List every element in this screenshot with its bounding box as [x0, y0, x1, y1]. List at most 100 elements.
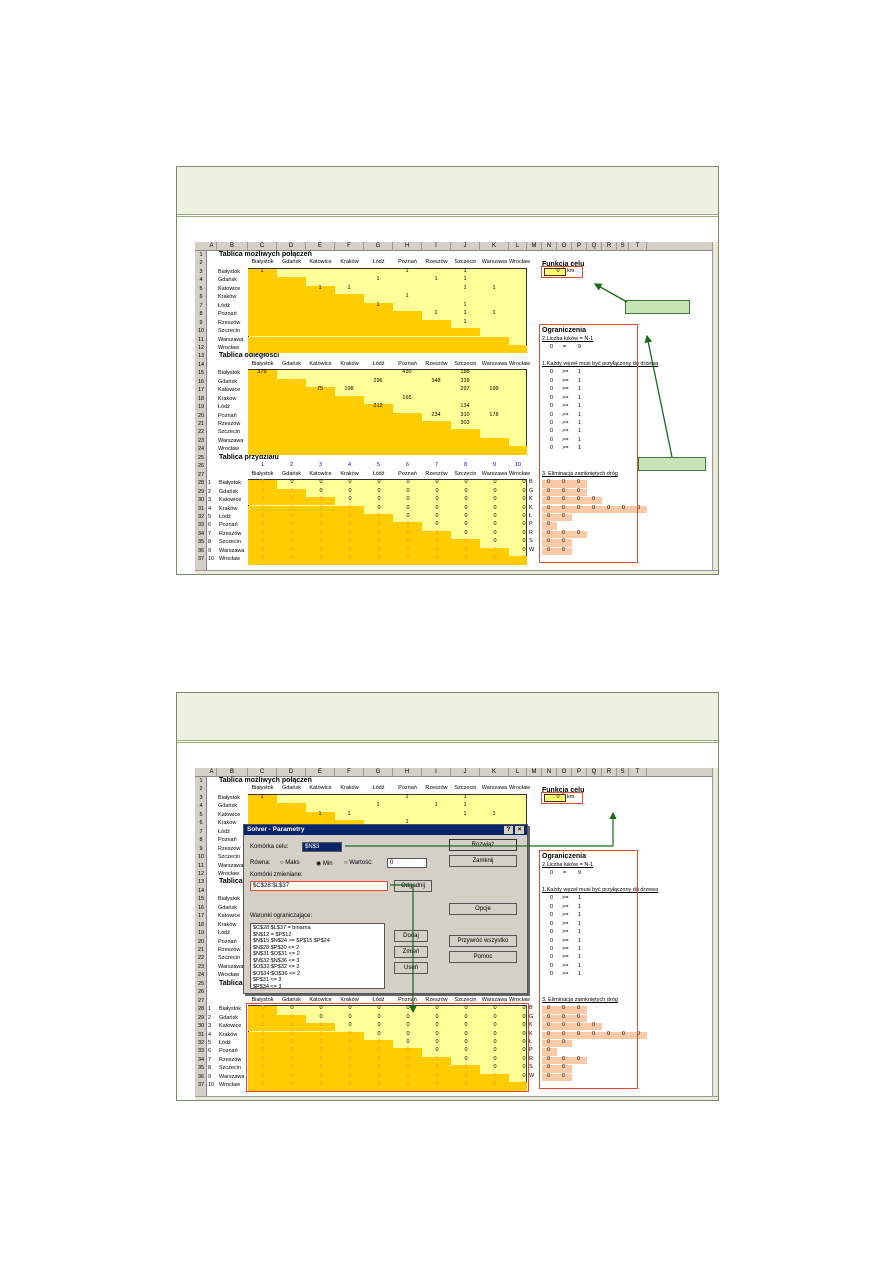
assignment-value[interactable]: 0: [290, 504, 294, 511]
column-letter[interactable]: F: [335, 242, 364, 251]
assignment-value[interactable]: 0: [522, 504, 526, 511]
row-number[interactable]: 20: [197, 938, 205, 945]
column-letter[interactable]: E: [306, 242, 335, 251]
assignment-value[interactable]: 0: [464, 504, 468, 511]
assignment-value[interactable]: 0: [464, 1022, 468, 1029]
assignment-value[interactable]: 0: [319, 555, 323, 562]
assignment-value[interactable]: 0: [522, 1005, 526, 1012]
change-button[interactable]: Zmień: [394, 946, 428, 958]
row-number[interactable]: 2: [199, 260, 203, 267]
column-letter[interactable]: P: [572, 242, 587, 251]
assignment-value[interactable]: 0: [261, 1081, 265, 1088]
assignment-value[interactable]: 0: [522, 487, 526, 494]
constraint-item[interactable]: $O$34:$O$36 <= 2: [253, 970, 301, 977]
assignment-value[interactable]: 0: [348, 512, 352, 519]
assignment-value[interactable]: 0: [377, 1005, 381, 1012]
assignment-value[interactable]: 0: [319, 1047, 323, 1054]
dialog-title[interactable]: Solver - Parametry? ×: [244, 825, 527, 835]
row-number[interactable]: 36: [197, 1073, 205, 1080]
assignment-value[interactable]: 0: [493, 546, 497, 553]
changing-cells-input[interactable]: $C$28:$L$37: [250, 881, 388, 891]
assignment-value[interactable]: 0: [261, 538, 265, 545]
column-letter[interactable]: L: [509, 242, 527, 251]
assignment-value[interactable]: 0: [319, 1072, 323, 1079]
assignment-value[interactable]: 0: [319, 512, 323, 519]
assignment-value[interactable]: 0: [522, 512, 526, 519]
assignment-value[interactable]: 0: [348, 1030, 352, 1037]
column-letter[interactable]: M: [527, 768, 542, 777]
assignment-value[interactable]: 0: [261, 1064, 265, 1071]
assignment-value[interactable]: 0: [464, 529, 468, 536]
column-letter[interactable]: P: [572, 768, 587, 777]
assignment-value[interactable]: 0: [522, 1055, 526, 1062]
assignment-value[interactable]: 0: [464, 521, 468, 528]
row-number[interactable]: 7: [199, 828, 203, 835]
constraint-item[interactable]: $N$28:$P$30 <= 2: [253, 944, 300, 951]
assignment-value[interactable]: 0: [522, 496, 526, 503]
column-letter[interactable]: D: [277, 242, 306, 251]
row-number[interactable]: 9: [199, 845, 203, 852]
assignment-value[interactable]: 0: [464, 546, 468, 553]
column-letter[interactable]: K: [480, 768, 509, 777]
assignment-value[interactable]: 0: [435, 1047, 439, 1054]
assignment-value[interactable]: 0: [377, 521, 381, 528]
assignment-value[interactable]: 0: [464, 538, 468, 545]
max-radio[interactable]: ○ Maks: [280, 860, 300, 866]
assignment-value[interactable]: 0: [348, 1055, 352, 1062]
row-number[interactable]: 3: [199, 794, 203, 801]
row-number[interactable]: 15: [197, 370, 205, 377]
column-letter[interactable]: M: [527, 242, 542, 251]
assignment-value[interactable]: 0: [348, 555, 352, 562]
row-number[interactable]: 28: [197, 1006, 205, 1013]
assignment-value[interactable]: 0: [377, 538, 381, 545]
column-letter[interactable]: B: [217, 768, 248, 777]
assignment-value[interactable]: 0: [435, 529, 439, 536]
assignment-value[interactable]: 0: [290, 1038, 294, 1045]
assignment-value[interactable]: 0: [377, 1081, 381, 1088]
row-number[interactable]: 26: [197, 989, 205, 996]
column-letter[interactable]: T: [629, 242, 647, 251]
column-letter[interactable]: S: [617, 768, 629, 777]
assignment-value[interactable]: 0: [290, 1081, 294, 1088]
row-number[interactable]: 15: [197, 896, 205, 903]
assignment-value[interactable]: 0: [348, 529, 352, 536]
assignment-value[interactable]: 0: [290, 1022, 294, 1029]
assignment-value[interactable]: 0: [290, 521, 294, 528]
assignment-value[interactable]: 0: [406, 1013, 410, 1020]
assignment-value[interactable]: 0: [493, 1064, 497, 1071]
row-number[interactable]: 35: [197, 1065, 205, 1072]
assignment-value[interactable]: 0: [290, 1030, 294, 1037]
assignment-value[interactable]: 0: [493, 1047, 497, 1054]
solve-button[interactable]: Rozwiąż: [449, 839, 517, 851]
row-number[interactable]: 26: [197, 463, 205, 470]
column-letter[interactable]: F: [335, 768, 364, 777]
horizontal-scrollbar[interactable]: [195, 1096, 718, 1100]
row-number[interactable]: 7: [199, 302, 203, 309]
row-number[interactable]: 34: [197, 1056, 205, 1063]
row-number[interactable]: 25: [197, 980, 205, 987]
assignment-value[interactable]: 0: [493, 487, 497, 494]
column-letter[interactable]: I: [422, 768, 451, 777]
assignment-value[interactable]: 0: [435, 1005, 439, 1012]
assignment-value[interactable]: 0: [522, 546, 526, 553]
help-button-bottom[interactable]: Pomoc: [449, 951, 517, 963]
assignment-value[interactable]: 0: [261, 1030, 265, 1037]
row-number[interactable]: 23: [197, 437, 205, 444]
row-number[interactable]: 10: [197, 328, 205, 335]
assignment-value[interactable]: 0: [261, 1055, 265, 1062]
row-number[interactable]: 37: [197, 1082, 205, 1089]
assignment-value[interactable]: 0: [261, 546, 265, 553]
column-letter[interactable]: H: [393, 768, 422, 777]
assignment-value[interactable]: 0: [493, 1055, 497, 1062]
row-number[interactable]: 14: [197, 361, 205, 368]
row-number[interactable]: 8: [199, 311, 203, 318]
assignment-value[interactable]: 0: [319, 504, 323, 511]
row-number[interactable]: 6: [199, 294, 203, 301]
assignment-value[interactable]: 0: [290, 1072, 294, 1079]
assignment-value[interactable]: 0: [319, 538, 323, 545]
value-radio[interactable]: ○ Wartość:: [344, 860, 373, 866]
assignment-value[interactable]: 0: [435, 487, 439, 494]
assignment-value[interactable]: 0: [406, 555, 410, 562]
assignment-value[interactable]: 0: [522, 1047, 526, 1054]
row-number[interactable]: 33: [197, 522, 205, 529]
